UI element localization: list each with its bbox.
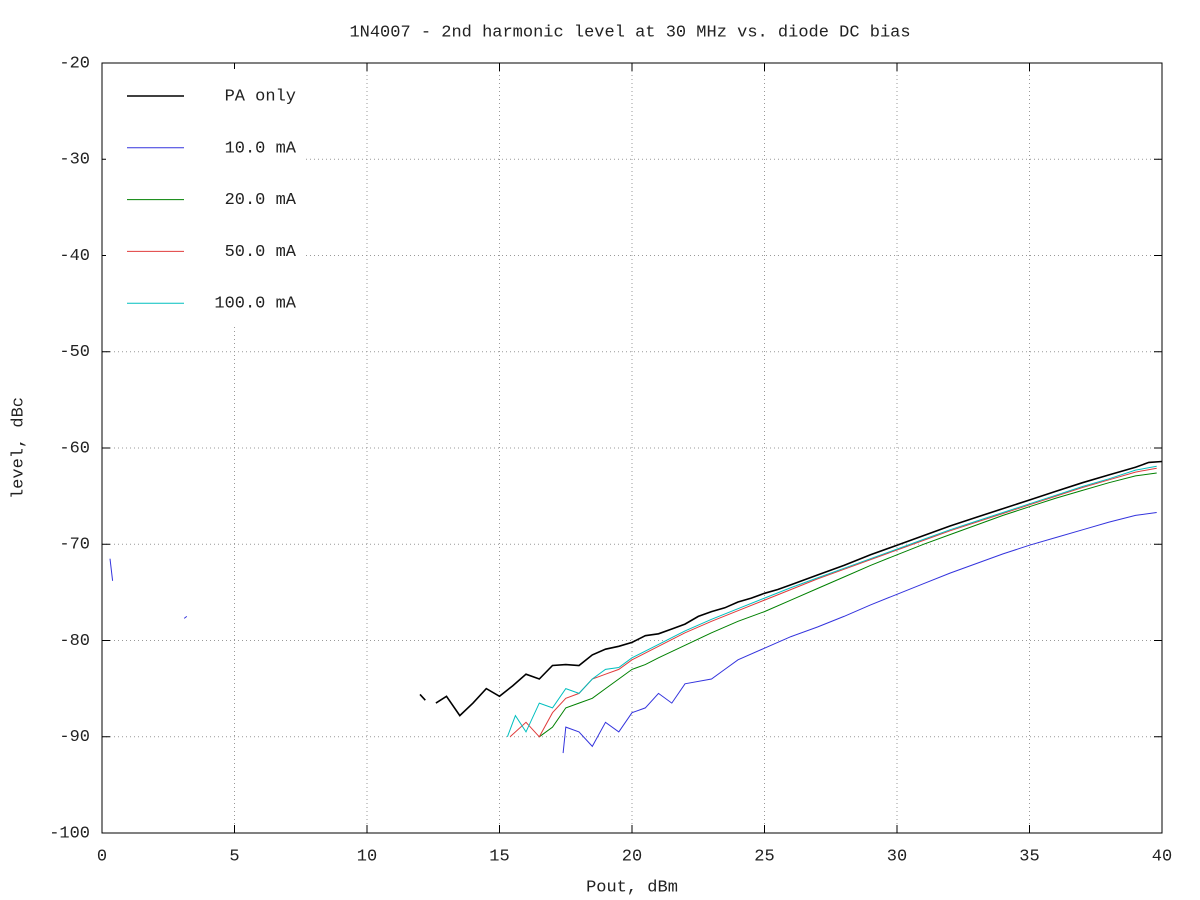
x-tick-label: 30 xyxy=(887,847,907,866)
legend-label: PA only xyxy=(225,87,296,106)
x-tick-label: 20 xyxy=(622,847,642,866)
y-tick-label: -30 xyxy=(59,151,90,170)
y-tick-label: -80 xyxy=(59,632,90,651)
y-tick-label: -50 xyxy=(59,343,90,362)
y-tick-label: -20 xyxy=(59,54,90,73)
x-tick-label: 10 xyxy=(357,847,377,866)
y-tick-label: -40 xyxy=(59,247,90,266)
x-tick-label: 40 xyxy=(1152,847,1172,866)
legend-label: 10.0 mA xyxy=(225,139,297,158)
y-axis-label: level, dBc xyxy=(9,397,28,499)
plot-frame xyxy=(101,62,1163,834)
series-line xyxy=(509,467,1157,738)
series-line xyxy=(506,465,1157,737)
x-tick-label: 15 xyxy=(489,847,509,866)
series-line xyxy=(419,460,1163,717)
legend-label: 50.0 mA xyxy=(225,243,297,262)
legend-label: 100.0 mA xyxy=(214,295,296,314)
y-tick-label: -70 xyxy=(59,536,90,555)
x-axis-label: Pout, dBm xyxy=(586,878,678,897)
chart-title: 1N4007 - 2nd harmonic level at 30 MHz vs… xyxy=(349,23,910,42)
legend-label: 20.0 mA xyxy=(225,191,297,210)
legend-background xyxy=(106,69,306,327)
x-tick-label: 25 xyxy=(754,847,774,866)
series-line xyxy=(109,512,1157,754)
y-tick-label: -90 xyxy=(59,728,90,747)
y-tick-label: -100 xyxy=(49,824,90,843)
series-line xyxy=(539,472,1157,738)
x-tick-label: 35 xyxy=(1019,847,1039,866)
x-tick-label: 5 xyxy=(229,847,239,866)
x-tick-label: 0 xyxy=(97,847,107,866)
y-tick-label: -60 xyxy=(59,439,90,458)
